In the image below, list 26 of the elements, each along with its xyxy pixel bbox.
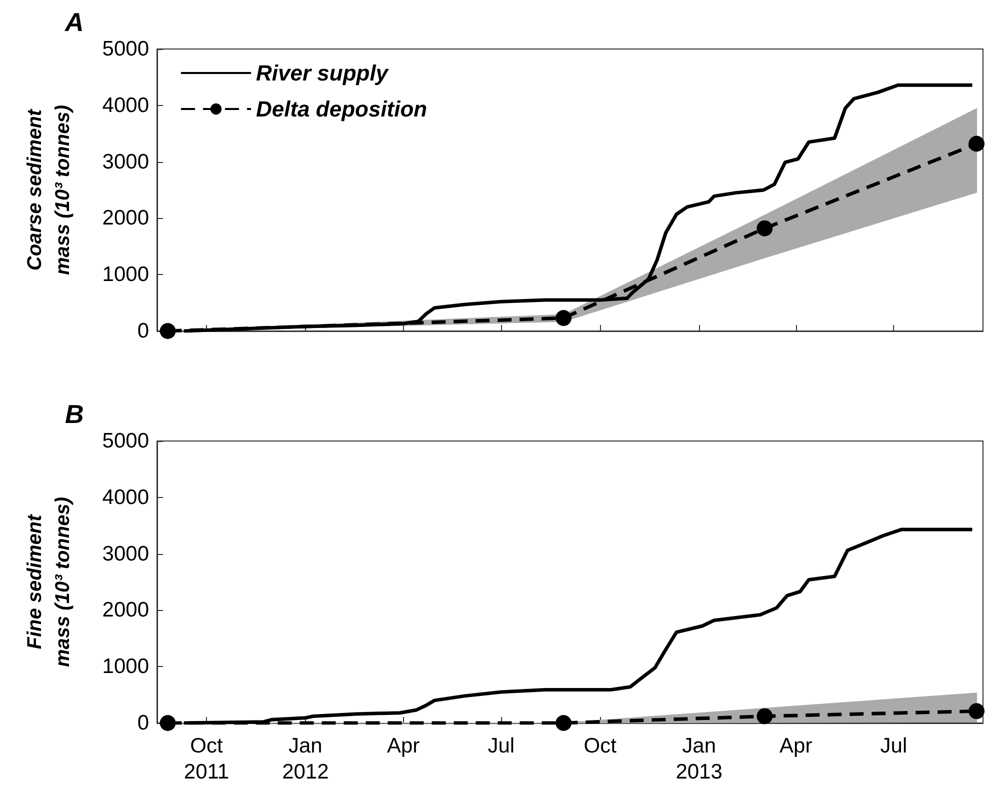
- y-tick-label: 5000: [102, 430, 149, 452]
- x-tick-label: Jul: [880, 734, 908, 758]
- x-tick-label: Jan 2012: [282, 734, 329, 784]
- x-tick-label: Oct: [584, 734, 617, 758]
- x-tick-label: Jul: [488, 734, 515, 758]
- y-tick-label: 3000: [102, 150, 149, 174]
- y-tick-label: 1000: [102, 263, 149, 286]
- x-tick-label: Oct 2011: [184, 734, 230, 784]
- y-tick-label: 4000: [102, 486, 149, 509]
- y-tick-label: 5000: [102, 38, 149, 60]
- y-tick-label: 0: [137, 320, 149, 342]
- y-tick-label: 1000: [102, 655, 149, 678]
- y-tick-label: 2000: [102, 206, 149, 230]
- y-tick-label: 0: [137, 712, 149, 734]
- x-tick-label: Apr: [780, 734, 812, 758]
- y-tick-label: 3000: [102, 542, 149, 566]
- y-axis-title: Fine sediment mass (10³ tonnes): [24, 496, 74, 668]
- chart-title: B: [65, 399, 84, 429]
- legend-label: Delta deposition: [256, 96, 428, 122]
- y-tick-label: 4000: [102, 94, 149, 117]
- x-tick-label: Apr: [386, 734, 420, 758]
- chart-title: A: [64, 7, 84, 37]
- y-tick-label: 2000: [102, 598, 149, 622]
- legend-label: River supply: [256, 60, 390, 86]
- y-axis-title: Coarse sediment mass (10³ tonnes): [24, 104, 74, 276]
- x-tick-label: Jan 2013: [676, 734, 722, 784]
